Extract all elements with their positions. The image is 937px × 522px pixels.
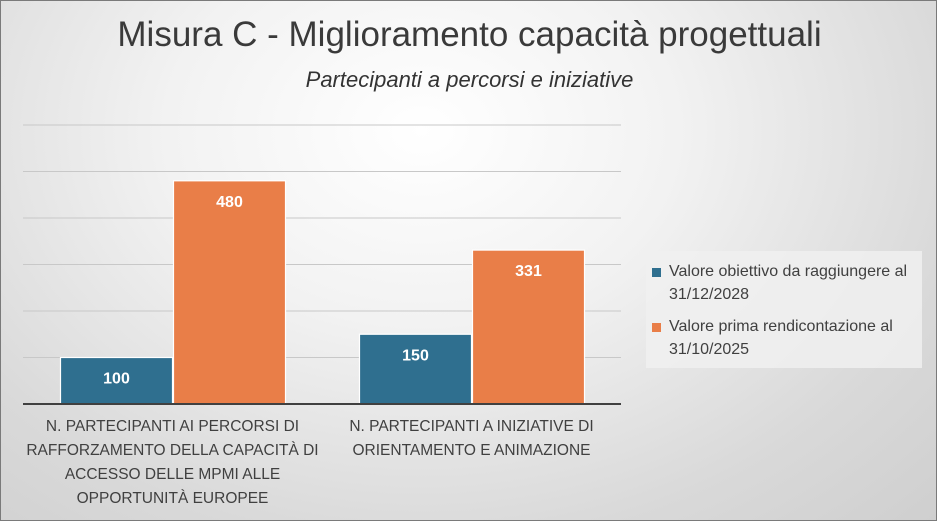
data-label: 331 bbox=[515, 263, 542, 280]
category-label: RAFFORZAMENTO DELLA CAPACITÀ DI bbox=[26, 442, 318, 459]
category-label: N. PARTECIPANTI A INIZIATIVE DI bbox=[349, 418, 593, 435]
legend-item-target: Valore obiettivo da raggiungere al 31/12… bbox=[652, 260, 917, 303]
legend-label-target-line2: 31/12/2028 bbox=[669, 286, 750, 303]
bar bbox=[471, 249, 586, 405]
bar bbox=[172, 180, 287, 405]
category-label: ORIENTAMENTO E ANIMAZIONE bbox=[353, 442, 591, 459]
legend-label-actual-line2: 31/10/2025 bbox=[669, 341, 750, 358]
category-label: ACCESSO DELLE MPMI ALLE bbox=[65, 466, 280, 483]
data-label: 100 bbox=[103, 371, 130, 388]
chart-title: Misura C - Miglioramento capacità proget… bbox=[117, 15, 822, 54]
legend: Valore obiettivo da raggiungere al 31/12… bbox=[646, 251, 922, 368]
legend-label-actual-line1: Valore prima rendicontazione al bbox=[669, 318, 893, 335]
bar bbox=[358, 333, 473, 405]
bar bbox=[59, 356, 174, 405]
legend-swatch-actual bbox=[652, 323, 661, 332]
category-label: N. PARTECIPANTI AI PERCORSI DI bbox=[46, 418, 299, 435]
legend-item-actual: Valore prima rendicontazione al 31/10/20… bbox=[652, 315, 917, 358]
chart-subtitle: Partecipanti a percorsi e iniziative bbox=[305, 67, 634, 92]
category-label: OPPORTUNITÀ EUROPEE bbox=[77, 490, 269, 507]
data-label: 480 bbox=[216, 194, 243, 211]
legend-swatch-target bbox=[652, 268, 661, 277]
data-label: 150 bbox=[402, 347, 429, 364]
legend-label-target-line1: Valore obiettivo da raggiungere al bbox=[669, 263, 908, 280]
